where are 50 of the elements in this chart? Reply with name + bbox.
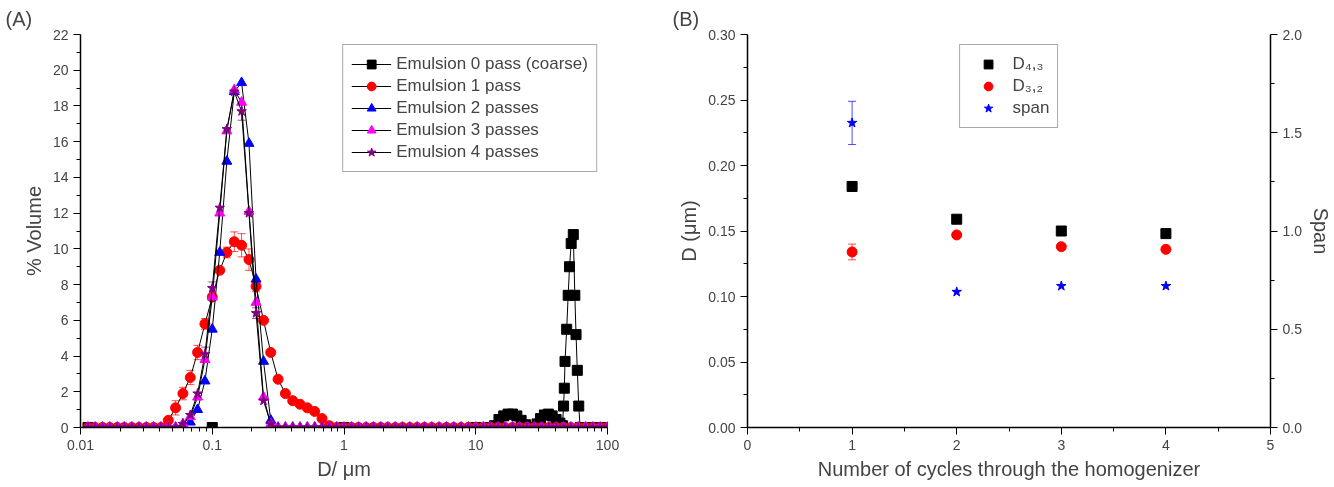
y-tick-label: 18	[52, 97, 69, 114]
y2-tick-label: 1.0	[1282, 223, 1303, 239]
x-axis-title: Number of cycles through the homogenizer	[817, 457, 1201, 480]
legend-label: Emulsion 3 passes	[396, 119, 539, 141]
y2-tick-label: 1.5	[1282, 124, 1303, 141]
y-tick-label: 0.10	[708, 288, 736, 305]
y-tick-label: 0.25	[708, 92, 736, 108]
legend-label: D₃,₂	[1012, 75, 1044, 97]
text: (B)	[672, 7, 700, 30]
y-tick-label: 14	[52, 169, 69, 186]
x-tick-label: 0	[743, 436, 752, 453]
x-tick-label: 4	[1162, 436, 1171, 453]
y-tick-label: 0	[60, 419, 69, 436]
legend-label: Emulsion 2 passes	[396, 97, 539, 119]
x-tick-label: 0.1	[202, 436, 223, 453]
x-tick-label: 0.01	[66, 436, 95, 453]
y2-axis-title: Span	[1309, 207, 1332, 255]
legend-label: span	[1012, 97, 1050, 119]
y2-tick-label: 0.0	[1282, 419, 1303, 436]
y-tick-label: 22	[52, 26, 69, 43]
text: (A)	[5, 7, 33, 30]
x-tick-label: 1	[848, 436, 857, 453]
y-tick-label: 8	[60, 276, 69, 293]
x-tick-label: 1	[340, 436, 349, 453]
legend-label: Emulsion 1 pass	[396, 75, 521, 97]
legend-label: Emulsion 4 passes	[396, 141, 539, 163]
y2-tick-label: 0.5	[1282, 321, 1303, 338]
y-tick-label: 0.05	[708, 354, 736, 370]
y-tick-label: 2	[60, 383, 69, 400]
y-tick-label: 0.20	[708, 157, 736, 174]
y-tick-label: 0.15	[708, 223, 736, 239]
x-tick-label: 2	[952, 436, 961, 453]
x-tick-label: 10	[467, 436, 484, 453]
legend-label: Emulsion 0 pass (coarse)	[396, 53, 588, 75]
y-tick-label: 10	[52, 240, 69, 257]
y-tick-label: 20	[52, 62, 69, 79]
y-tick-label: 0.30	[708, 26, 736, 43]
y-tick-label: 12	[52, 205, 69, 222]
x-tick-label: 3	[1057, 436, 1066, 453]
x-tick-label: 100	[595, 436, 620, 453]
legend-label: D₄,₃	[1012, 53, 1044, 75]
y2-tick-label: 2.0	[1282, 26, 1303, 43]
y-axis-title: % Volume	[22, 185, 45, 277]
x-axis-title: D/ μm	[317, 457, 371, 480]
y-tick-label: 0.00	[708, 419, 736, 436]
y-tick-label: 4	[60, 348, 69, 365]
y-tick-label: 16	[52, 133, 69, 150]
x-tick-label: 5	[1266, 436, 1275, 453]
y-tick-label: 6	[60, 312, 69, 329]
y-axis-title: D (μm)	[678, 200, 701, 262]
